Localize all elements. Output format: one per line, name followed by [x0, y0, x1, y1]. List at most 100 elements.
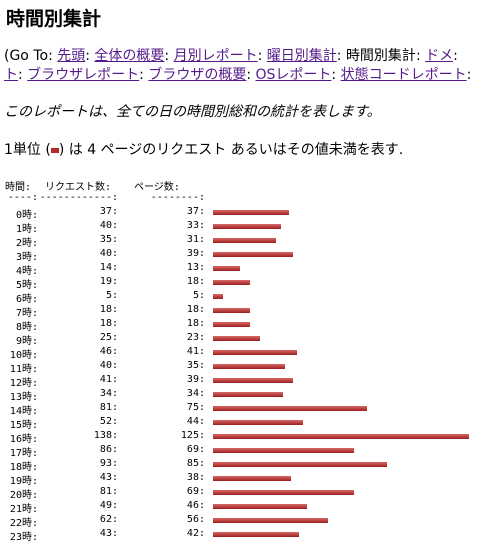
page-count: 18 — [187, 304, 205, 315]
request-count: 40 — [100, 360, 118, 371]
page-count: 5 — [193, 290, 205, 301]
data-row: 16時 138 125 — [0, 430, 481, 445]
data-row: 13時 34 34 — [0, 388, 481, 403]
data-row: 22時 62 56 — [0, 514, 481, 529]
page-count: 69 — [187, 444, 205, 455]
page-bar — [213, 490, 355, 495]
page-count: 69 — [187, 486, 205, 497]
unit-after: ) は 4 ページのリクエスト あるいはその値未満を表す. — [58, 142, 404, 158]
page-count: 23 — [187, 332, 205, 343]
page-bar — [213, 238, 277, 243]
page-count: 39 — [187, 248, 205, 259]
request-count: 5 — [106, 290, 118, 301]
request-count: 81 — [100, 402, 118, 413]
data-row: 6時 5 5 — [0, 290, 481, 305]
data-row: 23時 43 42 — [0, 528, 481, 543]
page-count: 75 — [187, 402, 205, 413]
page-count: 46 — [187, 500, 205, 511]
request-count: 18 — [100, 304, 118, 315]
page-bar — [213, 294, 224, 299]
request-count: 34 — [100, 388, 118, 399]
page-count: 39 — [187, 374, 205, 385]
page-count: 41 — [187, 346, 205, 357]
nav-separator — [246, 67, 255, 83]
data-row: 12時 41 39 — [0, 374, 481, 389]
page-bar — [213, 462, 388, 467]
page-count: 31 — [187, 234, 205, 245]
data-row: 20時 81 69 — [0, 486, 481, 501]
data-row: 0時 37 37 — [0, 206, 481, 221]
nav-link[interactable]: ドメ — [425, 48, 454, 64]
request-count: 43 — [100, 528, 118, 539]
page-bar — [213, 476, 291, 481]
data-row: 10時 46 41 — [0, 346, 481, 361]
page-bar — [213, 364, 285, 369]
nav-link[interactable]: 全体の概要 — [94, 48, 165, 64]
page-count: 44 — [187, 416, 205, 427]
page-count: 18 — [187, 318, 205, 329]
nav-prefix: (Go To — [4, 48, 49, 64]
unit-bar-icon — [50, 147, 59, 153]
request-count: 37 — [100, 206, 118, 217]
request-count: 138 — [94, 430, 118, 441]
hour-label: 0時 — [16, 206, 38, 221]
request-count: 35 — [100, 234, 118, 245]
nav-separator — [337, 48, 346, 64]
page-bar — [213, 322, 250, 327]
data-row: 19時 43 38 — [0, 472, 481, 487]
unit-note: 1単位 () は 4 ページのリクエスト あるいはその値未満を表す. — [4, 139, 403, 159]
hour-label: 6時 — [16, 290, 38, 305]
request-count: 49 — [100, 500, 118, 511]
page-count: 35 — [187, 360, 205, 371]
nav-link[interactable]: 先頭 — [57, 48, 86, 64]
page-count: 33 — [187, 220, 205, 231]
request-count: 62 — [100, 514, 118, 525]
hour-label: 12時 — [10, 374, 38, 389]
nav-link[interactable]: 月別レポート — [173, 48, 258, 64]
page-count: 37 — [187, 206, 205, 217]
page-bar — [213, 252, 293, 257]
column-header: リクエスト数 — [45, 178, 111, 193]
data-row: 15時 52 44 — [0, 416, 481, 431]
request-count: 40 — [100, 220, 118, 231]
page-bar — [213, 336, 261, 341]
nav-link[interactable]: 曜日別集計 — [266, 48, 337, 64]
nav-link[interactable]: ブラウザの概要 — [148, 67, 247, 83]
nav-separator — [416, 48, 425, 64]
request-count: 86 — [100, 444, 118, 455]
nav-link[interactable]: 状態コードレポート — [340, 67, 467, 83]
page-bar — [213, 224, 281, 229]
page-count: 56 — [187, 514, 205, 525]
hour-label: 4時 — [16, 262, 38, 277]
hour-label: 16時 — [10, 430, 38, 445]
nav-link[interactable]: OSレポート — [255, 67, 332, 83]
header-row: 時間リクエスト数 ページ数 — [0, 178, 481, 193]
data-row: 2時 35 31 — [0, 234, 481, 249]
request-count: 18 — [100, 318, 118, 329]
nav-link[interactable]: ブラウザレポート — [27, 67, 140, 83]
page-bar — [213, 518, 328, 523]
dash-separator: ------------ — [40, 192, 118, 203]
page-bar — [213, 350, 297, 355]
data-row: 11時 40 35 — [0, 360, 481, 375]
hour-label: 8時 — [16, 318, 38, 333]
nav-link[interactable]: ト — [4, 67, 18, 83]
data-row: 5時 19 18 — [0, 276, 481, 291]
page-count: 34 — [187, 388, 205, 399]
page-bar — [213, 308, 250, 313]
page-count: 18 — [187, 276, 205, 287]
column-header: 時間 — [5, 178, 31, 193]
request-count: 93 — [100, 458, 118, 469]
page-bar — [213, 448, 355, 453]
column-header: ページ数 — [134, 178, 180, 193]
page-count: 42 — [187, 528, 205, 539]
hour-label: 18時 — [10, 458, 38, 473]
hour-label: 2時 — [16, 234, 38, 249]
page-bar — [213, 504, 308, 509]
page-count: 38 — [187, 472, 205, 483]
nav-separator — [85, 48, 94, 64]
page-bar — [213, 532, 300, 537]
request-count: 25 — [100, 332, 118, 343]
request-count: 46 — [100, 346, 118, 357]
request-count: 43 — [100, 472, 118, 483]
